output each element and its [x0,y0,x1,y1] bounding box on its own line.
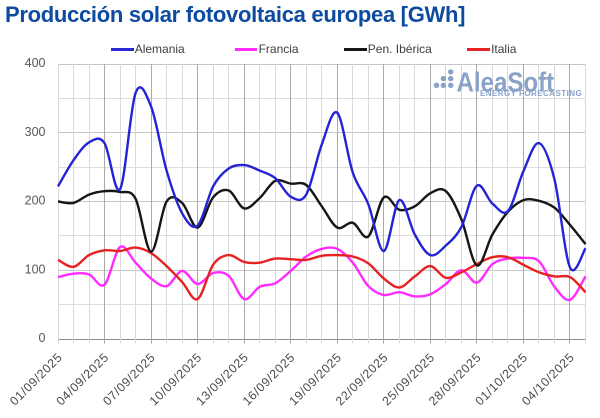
svg-text:100: 100 [25,262,46,276]
svg-text:AleaSoft: AleaSoft [457,66,555,98]
svg-text:0: 0 [39,331,46,345]
svg-text:300: 300 [25,125,46,139]
svg-text:200: 200 [25,194,46,208]
svg-text:ENERGY FORECASTING: ENERGY FORECASTING [480,89,582,98]
svg-text:400: 400 [25,56,46,70]
